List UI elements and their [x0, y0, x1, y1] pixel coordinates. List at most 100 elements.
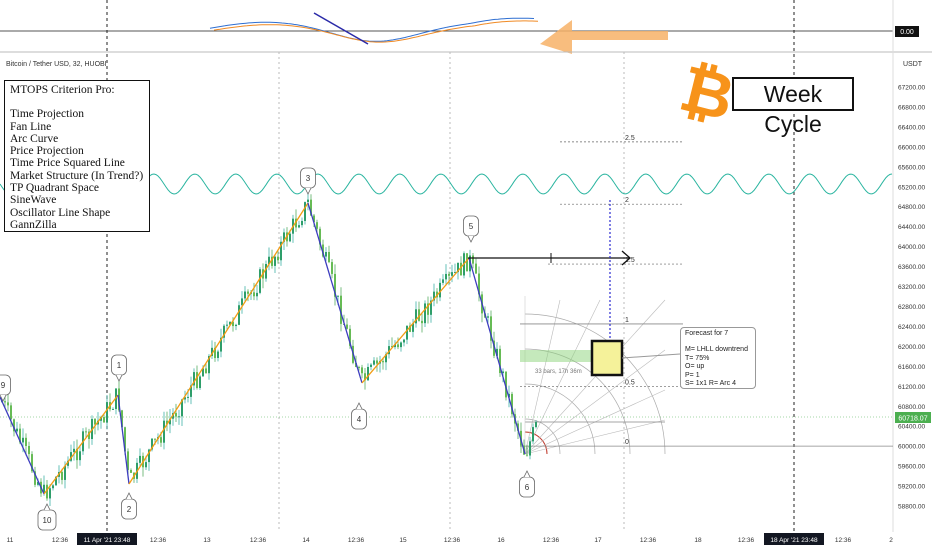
swing-callout-pointer	[115, 374, 123, 382]
candle-body	[283, 232, 285, 242]
price-tick-label: 60800.00	[898, 404, 925, 411]
candle-body	[382, 361, 384, 363]
candle-body	[277, 256, 279, 261]
candle-body	[532, 427, 534, 442]
time-tick-label: 11	[7, 537, 14, 544]
swing-callout-pointer	[304, 187, 312, 195]
candle-body	[385, 354, 387, 363]
candle-body	[325, 252, 327, 257]
price-tick-label: 60400.00	[898, 424, 925, 431]
candle-body	[220, 337, 222, 352]
candle-body	[349, 328, 351, 346]
swing-callout-label: 3	[306, 174, 311, 183]
gann-arc-inner	[524, 431, 548, 455]
candle-body	[445, 273, 447, 280]
time-tick-label: 14	[302, 537, 310, 544]
candle-body	[61, 472, 63, 480]
oscillator-zero-label: 0.00	[900, 29, 914, 36]
candle-body	[244, 291, 246, 299]
candle-body	[211, 347, 213, 356]
time-tick-label: 11 Apr '21 23:48	[84, 537, 131, 544]
candle-body	[103, 417, 105, 423]
candle-body	[139, 455, 141, 463]
candle-body	[394, 344, 396, 348]
time-tick-label: 12:36	[444, 537, 461, 544]
oscillator-trend-line	[313, 12, 369, 45]
candle-body	[526, 454, 528, 456]
candle-body	[166, 420, 168, 425]
swing-legs	[0, 202, 526, 495]
candle-body	[7, 402, 9, 406]
swing-leg	[43, 394, 119, 495]
forecast-zone	[520, 350, 600, 362]
swing-callout-pointer	[467, 235, 475, 243]
candle-body	[433, 291, 435, 301]
candle-body	[268, 256, 270, 265]
price-tick-label: 64000.00	[898, 244, 925, 251]
gann-fan-line	[524, 299, 561, 455]
candle-body	[214, 347, 216, 358]
candle-body	[31, 454, 33, 472]
criteria-item: Arc Curve	[10, 132, 59, 145]
candle-body	[199, 376, 201, 389]
candle-body	[169, 418, 171, 425]
candle-body	[472, 255, 474, 264]
candle-body	[475, 263, 477, 274]
price-axis: 58800.00 59200.00 59600.00 60000.00 60400.00…	[898, 84, 925, 510]
candle-body	[406, 325, 408, 340]
candle-body	[121, 410, 123, 428]
candle-body	[289, 233, 291, 242]
candle-body	[25, 437, 27, 446]
candle-body	[502, 371, 504, 374]
candle-body	[298, 225, 300, 228]
projection-level-label: 2.5	[625, 135, 635, 142]
candle-body	[493, 340, 495, 356]
candle-body	[370, 364, 372, 367]
swing-callout-pointer	[43, 503, 51, 511]
time-tick-label: 18	[694, 537, 702, 544]
time-tick-label: 16	[497, 537, 505, 544]
criteria-item: SineWave	[10, 194, 57, 207]
forecast-line: P= 1	[685, 371, 700, 379]
candle-body	[106, 402, 108, 423]
candle-body	[448, 273, 450, 276]
candle-body	[367, 366, 369, 381]
candle-body	[478, 273, 480, 295]
candle-body	[535, 421, 537, 428]
candle-body	[175, 413, 177, 417]
price-tick-label: 65600.00	[898, 164, 925, 171]
time-tick-label: 12:36	[738, 537, 755, 544]
projection-level-label: 2	[625, 197, 629, 204]
candle-body	[334, 273, 336, 297]
candle-body	[439, 282, 441, 298]
swing-callout-label: 10	[43, 516, 52, 525]
candle-body	[307, 199, 309, 203]
oscillator-line	[209, 17, 535, 42]
time-tick-label: 12:36	[348, 537, 365, 544]
candle-body	[361, 367, 363, 374]
price-tick-label: 66800.00	[898, 104, 925, 111]
oscillator-signal-line	[213, 20, 539, 43]
candle-body	[358, 366, 360, 368]
price-tick-label: 63200.00	[898, 284, 925, 291]
candle-body	[487, 316, 489, 318]
candle-body	[232, 321, 234, 327]
projection-level-label: 0.5	[625, 379, 635, 386]
candle-body	[337, 295, 339, 297]
candle-body	[160, 437, 162, 443]
time-tick-label: 18 Apr '21 23:48	[770, 537, 818, 544]
candle-body	[409, 325, 411, 332]
swing-leg	[307, 202, 363, 384]
candle-body	[259, 269, 261, 293]
criteria-title: MTOPS Criterion Pro:	[10, 84, 115, 96]
candle-body	[28, 445, 30, 455]
oscillator-value-badge	[895, 26, 919, 37]
candle-body	[505, 371, 507, 398]
swing-callout-label: 6	[525, 483, 530, 492]
candle-body	[217, 351, 219, 358]
swing-callout-label: 9	[1, 381, 6, 390]
candle-body	[442, 279, 444, 283]
candle-body	[391, 346, 393, 348]
candle-body	[205, 368, 207, 374]
price-tick-label: 60000.00	[898, 444, 925, 451]
